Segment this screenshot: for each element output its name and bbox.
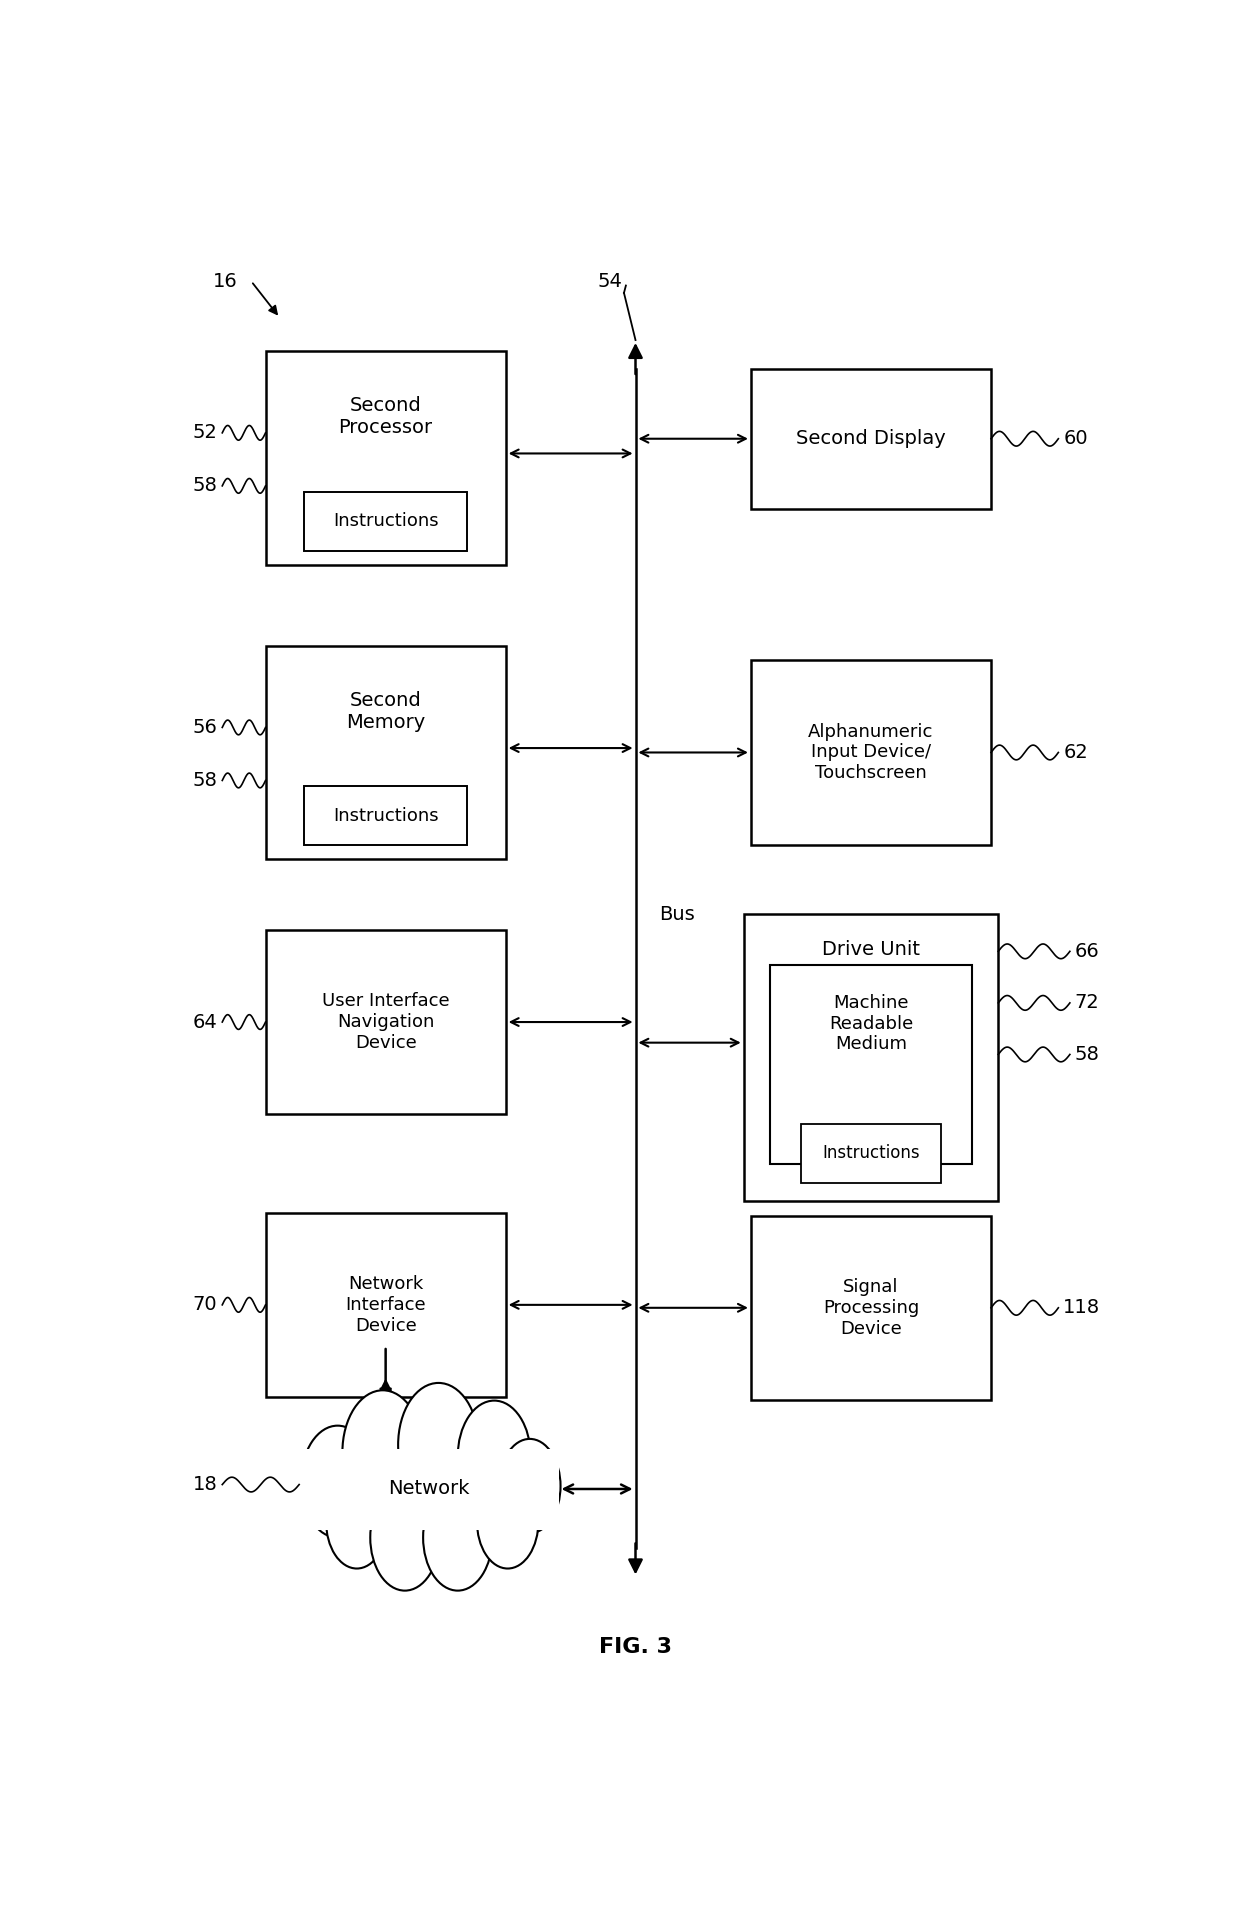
Circle shape bbox=[398, 1383, 479, 1507]
Bar bbox=[265, 647, 506, 859]
Text: 58: 58 bbox=[192, 476, 217, 495]
Text: 118: 118 bbox=[1063, 1299, 1100, 1318]
Text: FIG. 3: FIG. 3 bbox=[599, 1638, 672, 1657]
Text: Machine
Readable
Medium: Machine Readable Medium bbox=[828, 993, 913, 1054]
Text: User Interface
Navigation
Device: User Interface Navigation Device bbox=[322, 993, 449, 1052]
Bar bbox=[265, 930, 506, 1113]
Bar bbox=[751, 1217, 991, 1400]
Bar bbox=[801, 1123, 941, 1182]
Circle shape bbox=[423, 1484, 492, 1590]
Bar bbox=[265, 1213, 506, 1396]
Text: 56: 56 bbox=[192, 717, 217, 737]
Text: 62: 62 bbox=[1063, 742, 1087, 761]
Circle shape bbox=[498, 1439, 560, 1532]
Text: Bus: Bus bbox=[660, 905, 696, 924]
Text: Instructions: Instructions bbox=[332, 807, 439, 825]
Circle shape bbox=[371, 1484, 439, 1590]
Text: 18: 18 bbox=[192, 1475, 217, 1494]
Circle shape bbox=[301, 1425, 374, 1538]
Bar bbox=[304, 786, 467, 846]
Text: Alphanumeric
Input Device/
Touchscreen: Alphanumeric Input Device/ Touchscreen bbox=[808, 723, 934, 782]
Text: Second
Processor: Second Processor bbox=[339, 396, 433, 438]
Text: 60: 60 bbox=[1063, 429, 1087, 448]
Text: Second
Memory: Second Memory bbox=[346, 691, 425, 733]
Text: 54: 54 bbox=[596, 272, 622, 291]
Circle shape bbox=[477, 1475, 538, 1569]
Bar bbox=[744, 914, 998, 1201]
Circle shape bbox=[326, 1475, 388, 1569]
Circle shape bbox=[342, 1391, 423, 1513]
Text: 66: 66 bbox=[1075, 941, 1100, 960]
Bar bbox=[265, 352, 506, 564]
Text: Second Display: Second Display bbox=[796, 429, 946, 448]
Text: Instructions: Instructions bbox=[332, 513, 439, 530]
Bar bbox=[299, 1450, 558, 1530]
Text: Signal
Processing
Device: Signal Processing Device bbox=[823, 1278, 919, 1337]
Text: 70: 70 bbox=[193, 1295, 217, 1314]
Text: 72: 72 bbox=[1075, 993, 1100, 1012]
Bar bbox=[751, 660, 991, 844]
Bar bbox=[304, 492, 467, 551]
Circle shape bbox=[458, 1400, 531, 1513]
Text: Drive Unit: Drive Unit bbox=[822, 941, 920, 958]
Text: Network
Interface
Device: Network Interface Device bbox=[345, 1276, 427, 1335]
Text: 58: 58 bbox=[192, 771, 217, 790]
Text: 64: 64 bbox=[192, 1012, 217, 1031]
Bar bbox=[770, 966, 972, 1165]
Bar bbox=[751, 369, 991, 509]
Text: Instructions: Instructions bbox=[822, 1144, 920, 1161]
Text: 58: 58 bbox=[1075, 1044, 1100, 1064]
Text: 16: 16 bbox=[213, 272, 237, 291]
Text: Network: Network bbox=[388, 1479, 470, 1498]
Text: 52: 52 bbox=[192, 423, 217, 442]
